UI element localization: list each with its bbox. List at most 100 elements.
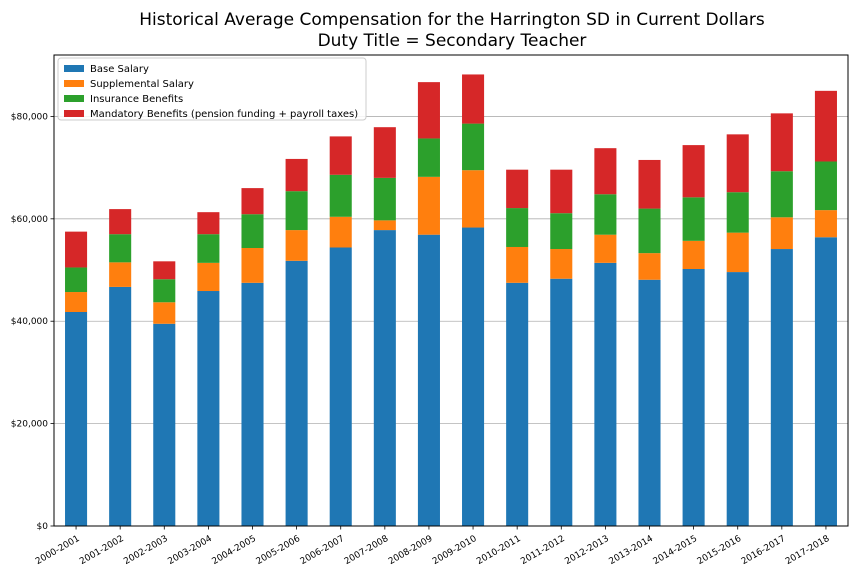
bar-segment bbox=[285, 158, 308, 192]
x-tick-label: 2004-2005 bbox=[211, 534, 258, 567]
bar-segment bbox=[594, 148, 617, 195]
bar-segment bbox=[770, 171, 793, 218]
bar-segment bbox=[682, 268, 705, 526]
bar-segment bbox=[462, 74, 485, 124]
bar-segment bbox=[329, 174, 352, 217]
y-tick-label: $40,000 bbox=[11, 317, 48, 327]
x-tick-label: 2000-2001 bbox=[34, 534, 81, 567]
legend-swatch bbox=[64, 110, 84, 117]
bar-segment bbox=[65, 292, 88, 313]
bar-segment bbox=[814, 210, 837, 238]
y-tick-label: $60,000 bbox=[11, 215, 48, 225]
x-tick-label: 2009-2010 bbox=[431, 534, 479, 567]
legend-swatch bbox=[64, 65, 84, 72]
bar-segment bbox=[65, 231, 88, 268]
bar-segment bbox=[506, 282, 529, 526]
bar-segment bbox=[506, 169, 529, 209]
bar-segment bbox=[638, 208, 661, 254]
x-tick-label: 2007-2008 bbox=[343, 534, 391, 567]
bar-segment bbox=[329, 136, 352, 175]
bar-segment bbox=[770, 113, 793, 172]
bar-segment bbox=[285, 230, 308, 261]
y-tick-label: $20,000 bbox=[11, 420, 48, 430]
bar-segment bbox=[594, 262, 617, 526]
bar-segment bbox=[462, 170, 485, 228]
bar-segment bbox=[770, 217, 793, 250]
bar-segment bbox=[109, 262, 132, 287]
bar-segment bbox=[638, 253, 661, 280]
bar-segment bbox=[506, 208, 529, 247]
bar-segment bbox=[726, 192, 749, 233]
x-tick-label: 2005-2006 bbox=[255, 534, 303, 567]
bar-segment bbox=[682, 145, 705, 198]
bar-segment bbox=[153, 302, 176, 324]
bar-segment bbox=[770, 249, 793, 526]
x-tick-label: 2010-2011 bbox=[475, 534, 522, 567]
bar-segment bbox=[153, 323, 176, 526]
x-tick-label: 2002-2003 bbox=[122, 534, 169, 567]
bar-segment bbox=[153, 261, 176, 280]
bar-segment bbox=[682, 240, 705, 269]
y-axis: $0 $20,000 $40,000 $60,000 $80,000 bbox=[11, 112, 54, 532]
legend-swatch bbox=[64, 80, 84, 87]
x-tick-label: 2006-2007 bbox=[299, 534, 346, 567]
bar-segment bbox=[814, 90, 837, 162]
bar-segment bbox=[726, 134, 749, 193]
bar-segment bbox=[682, 197, 705, 241]
bar-segment bbox=[373, 220, 396, 231]
x-tick-label: 2001-2002 bbox=[78, 534, 125, 567]
bar-segment bbox=[417, 234, 440, 527]
bar-segment bbox=[417, 176, 440, 235]
bars bbox=[65, 74, 837, 527]
bar-segment bbox=[65, 267, 88, 293]
legend-box bbox=[57, 57, 367, 121]
x-tick-label: 2003-2004 bbox=[166, 534, 214, 567]
bar-segment bbox=[814, 237, 837, 526]
legend-label: Mandatory Benefits (pension funding + pa… bbox=[90, 109, 358, 120]
bar-segment bbox=[197, 234, 220, 263]
x-tick-label: 2011-2012 bbox=[519, 534, 566, 567]
x-tick-label: 2008-2009 bbox=[387, 534, 435, 567]
bar-segment bbox=[373, 177, 396, 221]
bar-segment bbox=[462, 123, 485, 171]
x-tick-label: 2013-2014 bbox=[608, 534, 656, 567]
chart-subtitle: Duty Title = Secondary Teacher bbox=[318, 31, 587, 51]
plot-frame bbox=[53, 54, 849, 527]
bar-segment bbox=[373, 230, 396, 527]
x-tick-label: 2016-2017 bbox=[740, 534, 787, 567]
legend-label: Supplemental Salary bbox=[90, 79, 194, 90]
legend-label: Base Salary bbox=[90, 64, 149, 75]
bar-segment bbox=[65, 312, 88, 526]
bar-segment bbox=[109, 286, 132, 526]
legend-label: Insurance Benefits bbox=[90, 94, 183, 105]
bar-segment bbox=[594, 234, 617, 263]
bar-segment bbox=[197, 291, 220, 526]
bar-segment bbox=[109, 234, 132, 263]
bar-segment bbox=[726, 272, 749, 526]
bar-segment bbox=[550, 278, 573, 526]
bar-segment bbox=[109, 209, 132, 235]
bar-segment bbox=[550, 169, 573, 214]
x-tick-label: 2012-2013 bbox=[563, 534, 610, 567]
bar-segment bbox=[285, 191, 308, 231]
bar-segment bbox=[462, 227, 485, 526]
bar-segment bbox=[197, 262, 220, 292]
bar-segment bbox=[638, 279, 661, 526]
bar-segment bbox=[241, 282, 264, 526]
y-tick-label: $0 bbox=[37, 522, 49, 532]
bar-segment bbox=[373, 127, 396, 178]
bar-segment bbox=[241, 188, 264, 215]
bar-segment bbox=[241, 214, 264, 249]
bar-segment bbox=[814, 161, 837, 211]
legend: Base Salary Supplemental Salary Insurance … bbox=[57, 57, 367, 121]
bar-segment bbox=[285, 260, 308, 526]
bar-segment bbox=[329, 216, 352, 248]
bar-segment bbox=[329, 247, 352, 526]
x-tick-label: 2017-2018 bbox=[784, 534, 832, 567]
bar-segment bbox=[197, 212, 220, 235]
bar-segment bbox=[550, 249, 573, 279]
bar-segment bbox=[417, 138, 440, 177]
bar-segment bbox=[241, 248, 264, 283]
